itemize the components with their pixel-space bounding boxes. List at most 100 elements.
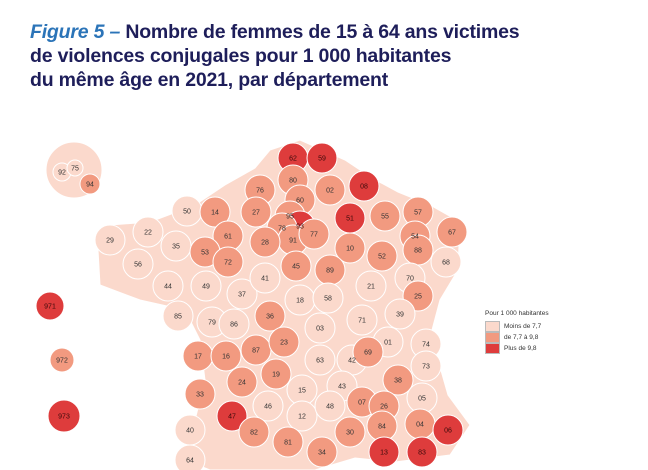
department-label-47: 47 xyxy=(228,414,236,421)
department-label-30: 30 xyxy=(346,430,354,437)
department-label-84: 84 xyxy=(378,424,386,431)
title-line-3: du même âge en 2021, par département xyxy=(30,69,389,91)
department-label-24: 24 xyxy=(238,380,246,387)
department-82 xyxy=(238,416,270,448)
department-label-42: 42 xyxy=(348,358,356,365)
department-label-21: 21 xyxy=(367,284,375,291)
department-label-68: 68 xyxy=(442,260,450,267)
legend-label: de 7,7 à 9,8 xyxy=(504,334,539,341)
department-81 xyxy=(272,426,304,458)
department-label-38: 38 xyxy=(394,378,402,385)
department-label-45: 45 xyxy=(292,264,300,271)
department-33 xyxy=(184,378,216,410)
department-label-15: 15 xyxy=(298,388,306,395)
department-label-91: 91 xyxy=(289,238,297,245)
department-38 xyxy=(382,364,414,396)
department-label-50: 50 xyxy=(183,209,191,216)
department-label-34: 34 xyxy=(318,450,326,457)
legend-label: Plus de 9,8 xyxy=(504,345,537,352)
department-label-78: 78 xyxy=(278,226,286,233)
department-19 xyxy=(260,358,292,390)
department-label-04: 04 xyxy=(416,422,424,429)
department-label-25: 25 xyxy=(414,294,422,301)
department-39 xyxy=(384,298,416,330)
department-44 xyxy=(152,270,184,302)
department-label-14: 14 xyxy=(211,210,219,217)
department-label-83: 83 xyxy=(418,450,426,457)
department-label-06: 06 xyxy=(444,428,452,435)
department-label-73: 73 xyxy=(422,364,430,371)
department-label-77: 77 xyxy=(310,232,318,239)
department-label-971: 971 xyxy=(44,304,56,311)
department-label-46: 46 xyxy=(264,404,272,411)
department-971 xyxy=(35,291,65,321)
department-label-07: 07 xyxy=(358,400,366,407)
legend-item-high: Plus de 9,8 xyxy=(485,343,549,354)
department-label-29: 29 xyxy=(106,238,114,245)
map-legend: Pour 1 000 habitantes Moins de 7,7 de 7,… xyxy=(485,310,549,354)
department-label-26: 26 xyxy=(380,404,388,411)
department-59 xyxy=(306,142,338,174)
department-973 xyxy=(47,399,81,433)
department-label-88: 88 xyxy=(414,248,422,255)
department-94 xyxy=(79,173,101,195)
department-77 xyxy=(298,218,330,250)
department-label-18: 18 xyxy=(296,298,304,305)
department-label-87: 87 xyxy=(252,348,260,355)
department-56 xyxy=(122,248,154,280)
department-label-75: 75 xyxy=(71,166,79,173)
department-label-55: 55 xyxy=(381,214,389,221)
department-10 xyxy=(334,232,366,264)
department-83 xyxy=(406,436,438,468)
title-line-1: Nombre de femmes de 15 à 64 ans victimes xyxy=(125,21,520,43)
department-label-67: 67 xyxy=(448,230,456,237)
figure-label: Figure 5 – xyxy=(30,21,121,43)
department-64 xyxy=(174,444,206,470)
department-21 xyxy=(355,270,387,302)
legend-item-low: Moins de 7,7 xyxy=(485,321,549,332)
department-label-972: 972 xyxy=(56,358,68,365)
department-label-86: 86 xyxy=(230,322,238,329)
department-label-973: 973 xyxy=(58,414,70,421)
department-label-28: 28 xyxy=(261,240,269,247)
department-22 xyxy=(132,216,164,248)
department-label-79: 79 xyxy=(208,320,216,327)
department-label-35: 35 xyxy=(172,244,180,251)
department-label-56: 56 xyxy=(134,262,142,269)
department-label-61: 61 xyxy=(224,234,232,241)
department-label-70: 70 xyxy=(406,276,414,283)
department-06 xyxy=(432,414,464,446)
department-46 xyxy=(252,390,284,422)
department-03 xyxy=(304,312,336,344)
department-75 xyxy=(66,159,84,177)
department-label-08: 08 xyxy=(360,184,368,191)
legend-header: Pour 1 000 habitantes xyxy=(485,310,549,317)
department-label-74: 74 xyxy=(422,342,430,349)
department-52 xyxy=(366,240,398,272)
department-label-12: 12 xyxy=(298,414,306,421)
department-label-49: 49 xyxy=(202,284,210,291)
department-13 xyxy=(368,436,400,468)
legend-label: Moins de 7,7 xyxy=(504,323,542,330)
department-label-36: 36 xyxy=(266,314,274,321)
department-47 xyxy=(216,400,248,432)
department-label-94: 94 xyxy=(86,182,94,189)
department-41 xyxy=(249,262,281,294)
department-label-54: 54 xyxy=(411,234,419,241)
department-label-37: 37 xyxy=(238,292,246,299)
department-label-44: 44 xyxy=(164,284,172,291)
department-label-58: 58 xyxy=(324,296,332,303)
department-73 xyxy=(410,350,442,382)
department-86 xyxy=(218,308,250,340)
department-label-03: 03 xyxy=(316,326,324,333)
department-label-51: 51 xyxy=(346,216,354,223)
department-label-41: 41 xyxy=(261,276,269,283)
legend-item-mid: de 7,7 à 9,8 xyxy=(485,332,549,343)
department-28 xyxy=(249,226,281,258)
department-label-59: 59 xyxy=(318,156,326,163)
department-69 xyxy=(352,336,384,368)
legend-swatch xyxy=(485,321,500,332)
department-label-43: 43 xyxy=(338,384,346,391)
department-label-10: 10 xyxy=(346,246,354,253)
department-34 xyxy=(306,436,338,468)
